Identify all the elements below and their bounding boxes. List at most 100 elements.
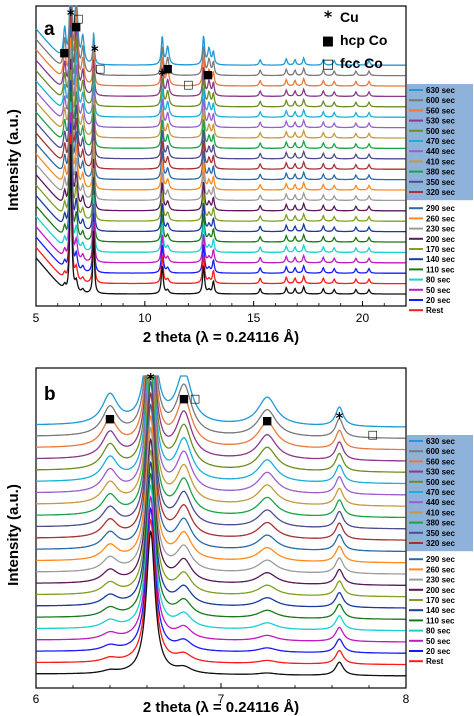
panel-b-series-line <box>36 506 406 654</box>
panel-a-legend-entry: 320 sec <box>426 188 455 197</box>
panel-b-legend-entry: 350 sec <box>426 529 455 538</box>
panel-b-series-line <box>36 460 406 609</box>
panel-a-series-line <box>35 48 406 202</box>
panel-a-series-line <box>35 5 406 98</box>
panel-a-legend-entry: 230 sec <box>426 225 455 234</box>
panel-a-legend-entry: 170 sec <box>426 245 455 254</box>
panel-a-peak-marker: ■ <box>59 46 69 59</box>
panel-b-legend-entry: 530 sec <box>426 468 455 477</box>
panel-b-peak-marker: * <box>147 370 155 388</box>
panel-b-series-line <box>36 449 406 598</box>
panel-b-series-line <box>36 375 406 439</box>
panel-b-series-line <box>36 375 406 428</box>
panel-a-x-tick-label: 20 <box>356 311 370 325</box>
panel-a-peak-marker: * <box>158 66 166 84</box>
panel-b-peak-marker: ■ <box>179 392 189 405</box>
panel-a-series-line <box>35 4 406 77</box>
panel-b-label: b <box>44 384 56 405</box>
panel-a-legend-entry: 110 sec <box>426 265 455 274</box>
panel-a-series-line <box>35 133 406 285</box>
panel-a-legend-entry: Rest <box>426 306 444 315</box>
panel-b-series-line <box>36 375 406 462</box>
panel-a-peak-marker: □ <box>73 12 83 25</box>
panel-a-xlabel: 2 theta (λ = 0.24116 Å) <box>143 329 299 346</box>
panel-a-marker-legend: * Cu ■ hcp Co □ fcc Co <box>322 7 388 72</box>
panel-b-legend-entry: 290 sec <box>426 555 455 564</box>
panel-a-legend-entry: 290 sec <box>426 204 455 213</box>
panel-b-series-line <box>36 529 406 677</box>
panel-a-plot-frame <box>35 5 407 307</box>
panel-b-legend-entry: 320 sec <box>426 539 455 548</box>
panel-a-legend-entry: 200 sec <box>426 235 455 244</box>
panel-a-series-line <box>35 5 406 66</box>
panel-b-peak-marker: ■ <box>105 412 115 425</box>
panel-a-label: a <box>44 19 55 40</box>
panel-b-legend-entry: 200 sec <box>426 586 455 595</box>
panel-a-ylabel: Intensity (a.u.) <box>5 109 22 211</box>
panel-a-x-tick-label: 5 <box>33 311 40 325</box>
marker-legend-label: hcp Co <box>340 32 387 48</box>
panel-a-series-line <box>35 5 406 129</box>
panel-b-series-line <box>36 375 406 519</box>
panel-a-series-line <box>35 26 406 181</box>
panel-a-peak-marker: ■ <box>71 20 81 33</box>
panel-b-series-line <box>36 437 406 586</box>
panel-a-series-line <box>35 5 406 160</box>
panel-a-series-line <box>35 5 406 139</box>
panel-b-legend-entry: Rest <box>426 657 444 666</box>
panel-b-legend-entry: 80 sec <box>426 627 451 636</box>
panel-b-series-line <box>36 375 406 496</box>
panel-b-peak-marker: □ <box>367 428 377 441</box>
panel-a-series-line <box>35 5 406 150</box>
panel-b-legend-entry: 410 sec <box>426 508 455 517</box>
panel-a-peak-marker: □ <box>183 78 193 91</box>
panel-a-series-line <box>35 5 406 87</box>
panel-a-x-tick-label: 10 <box>138 311 152 325</box>
panel-a-peak-marker: * <box>67 6 75 24</box>
marker-legend-symbol: * <box>324 7 333 26</box>
panel-a-legend-entry: 50 sec <box>426 286 451 295</box>
panel-b-peak-marker: □ <box>190 392 200 405</box>
panel-b-legend-entry: 600 sec <box>426 447 455 456</box>
panel-a-series-line <box>35 37 406 191</box>
panel-a-peak-marker: □ <box>95 62 105 75</box>
panel-a-legend-entry: 530 sec <box>426 117 455 126</box>
panel-b-series-line <box>36 472 406 620</box>
panel-b-series-line <box>36 495 406 643</box>
panel-b-series-line <box>36 375 406 507</box>
panel-a-legend-entry: 140 sec <box>426 255 455 264</box>
panel-a-legend-entry: 440 sec <box>426 147 455 156</box>
panel-b-xlabel: 2 theta (λ = 0.24116 Å) <box>143 699 299 716</box>
panel-a-series-line <box>35 144 406 295</box>
panel-b-legend-entry: 110 sec <box>426 616 455 625</box>
panel-a-peak-marker: ■ <box>203 68 213 81</box>
panel-a-peak-markers: ■*■□*□ *■□■ <box>59 6 213 91</box>
panel-a-legend-entry: 560 sec <box>426 106 455 115</box>
panel-b-x-ticks: 6 7 8 <box>33 683 410 706</box>
panel-b-ylabel: Intensity (a.u.) <box>5 484 22 586</box>
panel-b-series-line <box>36 414 406 564</box>
marker-legend-symbol: □ <box>322 57 334 72</box>
panel-a-series-line <box>35 15 406 170</box>
panel-b-legend-entry: 630 sec <box>426 437 455 446</box>
panel-b-peak-markers: ■*■ □■ *□ <box>105 370 378 441</box>
panel-b-legend-entry: 560 sec <box>426 457 455 466</box>
panel-a-legend-entry: 80 sec <box>426 276 451 285</box>
panel-b-series-line <box>36 375 406 485</box>
panel-b-series-line <box>36 375 406 473</box>
panel-b-series-lines <box>35 375 406 677</box>
panel-b-x-tick-label: 6 <box>33 692 40 706</box>
panel-a-series-line <box>35 90 406 243</box>
panel-b-series-line <box>36 518 406 666</box>
panel-a-legend-entry: 500 sec <box>426 127 455 136</box>
panel-a-legend-entry: 380 sec <box>426 168 455 177</box>
panel-a-legend-entry: 600 sec <box>426 96 455 105</box>
marker-legend-symbol: ■ <box>322 34 334 49</box>
panel-b-legend-entry: 230 sec <box>426 576 455 585</box>
panel-a-series-line <box>35 101 406 254</box>
panel-b-x-tick-label: 8 <box>403 692 410 706</box>
